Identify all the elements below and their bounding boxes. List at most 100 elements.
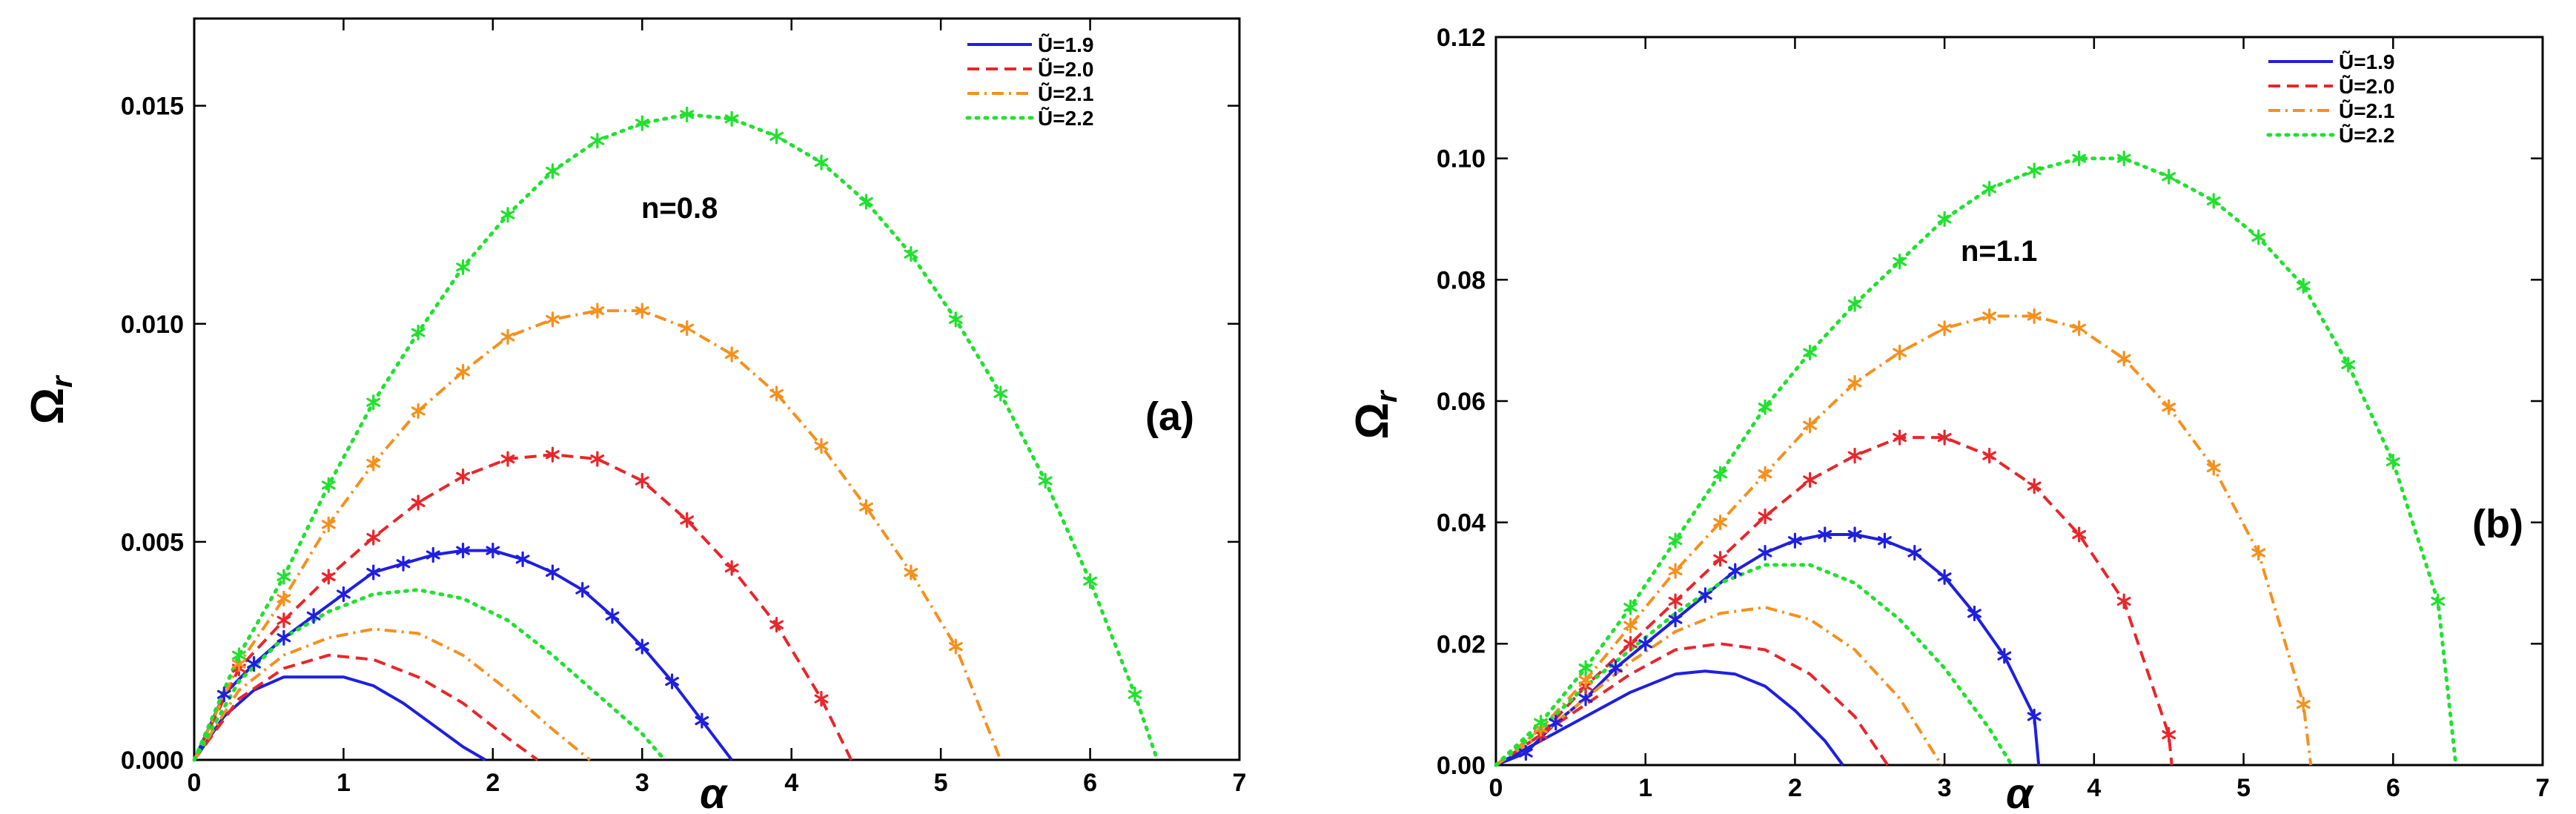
data-marker <box>546 564 560 580</box>
data-marker <box>769 128 784 145</box>
data-marker <box>2027 162 2042 179</box>
x-axis-label: α <box>700 770 728 814</box>
legend-label: Ũ=2.1 <box>2339 99 2395 122</box>
series-line <box>1494 436 2173 767</box>
data-marker <box>396 555 411 572</box>
y-tick-label: 0.02 <box>1437 630 1486 658</box>
annotation-n: n=0.8 <box>641 192 718 225</box>
x-tick-label: 0 <box>1489 774 1503 802</box>
data-marker <box>426 546 440 563</box>
data-marker <box>1623 599 1638 615</box>
data-marker <box>1847 296 1862 312</box>
legend-label: Ũ=1.9 <box>1038 33 1094 56</box>
data-marker <box>1982 308 1997 325</box>
data-marker <box>1518 745 1533 761</box>
x-tick-label: 2 <box>1788 774 1802 802</box>
y-tick-labels: 0.000 0.005 0.010 0.015 <box>121 93 184 775</box>
legend-item: Ũ=2.1 <box>967 82 1094 105</box>
data-marker <box>1668 532 1683 549</box>
data-marker <box>724 346 739 363</box>
data-marker <box>456 469 470 485</box>
data-marker <box>2162 727 2176 743</box>
data-marker <box>216 686 231 703</box>
data-marker <box>277 569 291 585</box>
data-marker <box>500 451 515 467</box>
data-marker <box>2206 193 2221 209</box>
data-marker <box>590 302 605 319</box>
data-marker <box>2162 399 2176 415</box>
data-marker <box>1713 514 1727 531</box>
data-marker <box>1623 635 1638 652</box>
data-marker <box>859 499 873 515</box>
data-marker <box>1893 344 1907 361</box>
data-marker <box>2027 308 2042 325</box>
data-marker <box>904 246 918 262</box>
data-marker <box>1788 532 1802 549</box>
data-marker <box>590 451 605 467</box>
data-marker <box>546 446 560 463</box>
data-marker <box>1893 429 1907 446</box>
data-marker <box>366 394 381 411</box>
x-tick-label: 3 <box>635 769 649 797</box>
data-marker <box>814 437 829 454</box>
data-marker <box>1803 344 1817 361</box>
data-marker <box>1937 569 1952 585</box>
y-tick-label: 0.04 <box>1437 509 1486 537</box>
data-marker <box>1083 573 1097 589</box>
series-line <box>1495 533 2041 767</box>
legend-label: Ũ=2.0 <box>2339 75 2395 98</box>
legend: Ũ=1.9Ũ=2.0Ũ=2.1Ũ=2.2 <box>965 33 1094 130</box>
data-marker <box>1758 399 1772 415</box>
data-marker <box>277 590 291 606</box>
x-tick-label: 0 <box>188 769 202 797</box>
x-axis-label: α <box>2006 770 2034 814</box>
data-marker <box>1907 544 1922 561</box>
panel-label: (b) <box>2472 502 2523 546</box>
series-line <box>1494 563 2014 767</box>
data-marker <box>1638 635 1653 652</box>
legend-label: Ũ=2.0 <box>1038 58 1094 81</box>
data-marker <box>1668 611 1683 628</box>
data-marker <box>1982 180 1997 197</box>
series-line <box>1494 314 2313 767</box>
data-marker <box>680 106 695 123</box>
series-line <box>1495 669 1844 767</box>
data-marker <box>306 608 321 624</box>
data-marker <box>2027 708 2042 725</box>
data-marker <box>2072 150 2087 167</box>
data-marker <box>769 617 784 633</box>
x-tick-label: 1 <box>1638 774 1652 802</box>
data-marker <box>904 564 918 580</box>
data-marker <box>2341 357 2356 373</box>
data-marker <box>1608 660 1623 676</box>
data-marker <box>366 529 381 546</box>
x-tick-label: 6 <box>2386 774 2400 802</box>
data-marker <box>1578 660 1593 676</box>
data-marker <box>1847 374 1862 391</box>
y-tick-label: 0.08 <box>1437 266 1486 294</box>
data-marker <box>1728 563 1743 579</box>
data-marker <box>1549 715 1563 731</box>
series-line <box>193 675 486 761</box>
marker-group <box>1518 150 2446 761</box>
data-marker <box>635 638 649 655</box>
data-marker <box>321 516 336 532</box>
data-marker <box>1893 254 1907 270</box>
data-marker <box>769 386 784 402</box>
data-marker <box>2385 454 2400 470</box>
data-marker <box>695 712 709 729</box>
data-marker <box>1967 605 1981 622</box>
data-marker <box>1803 471 1817 488</box>
legend-label: Ũ=2.2 <box>1038 107 1094 130</box>
legend-item: Ũ=2.2 <box>965 107 1094 130</box>
data-marker <box>2431 593 2446 609</box>
data-marker <box>1623 618 1638 634</box>
data-marker <box>411 324 426 341</box>
x-tick-label: 4 <box>2087 774 2101 802</box>
data-marker <box>948 638 963 655</box>
data-marker <box>1803 417 1817 434</box>
x-tick-label: 7 <box>1233 769 1247 797</box>
legend-item: Ũ=2.0 <box>2268 75 2395 98</box>
chart-panel-a: 0 1 2 3 4 5 6 7 0.000 0.005 0.010 0.015 α Ωr n=0.8… <box>22 17 1247 814</box>
series-line <box>1494 642 1890 767</box>
